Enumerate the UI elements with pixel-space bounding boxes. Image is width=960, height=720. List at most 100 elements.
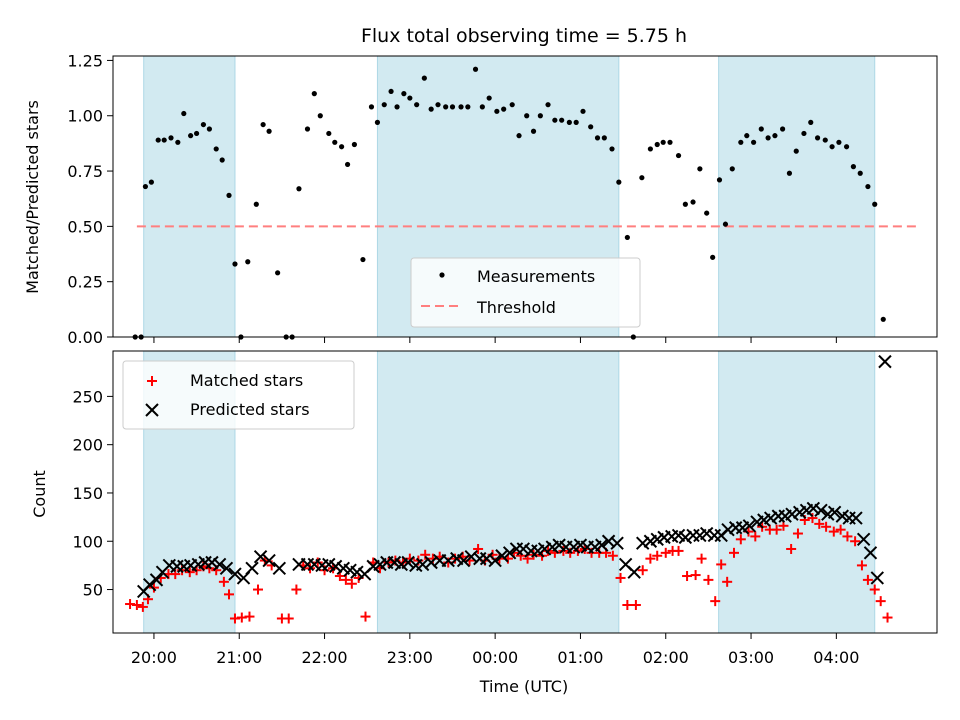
top-y-tick-label: 1.00 bbox=[67, 107, 103, 126]
measurement-point bbox=[872, 201, 878, 207]
measurement-point bbox=[744, 133, 750, 139]
measurement-point bbox=[253, 201, 259, 207]
top-y-tick-label: 0.25 bbox=[67, 273, 103, 292]
measurement-point bbox=[494, 108, 500, 114]
predicted-star-point bbox=[262, 553, 276, 568]
matched-star-point bbox=[291, 584, 302, 595]
bottom-panel: 50 100 150 200 250 20:00 21:00 22:00 23:00 00:00… bbox=[30, 350, 938, 696]
measurement-point bbox=[501, 106, 507, 112]
legend-matched-label: Matched stars bbox=[190, 371, 303, 390]
matched-star-point bbox=[862, 574, 873, 585]
top-legend: Measurements Threshold bbox=[410, 257, 641, 328]
measurement-point bbox=[509, 102, 515, 108]
matched-star-point bbox=[835, 524, 846, 535]
predicted-star-point bbox=[253, 549, 268, 564]
x-tick-label: 21:00 bbox=[216, 648, 262, 667]
matched-star-point bbox=[690, 570, 701, 581]
predicted-star-point bbox=[699, 526, 714, 541]
bottom-legend: Matched stars Predicted stars bbox=[122, 360, 355, 430]
measurement-point bbox=[552, 117, 558, 123]
measurement-point bbox=[545, 102, 551, 108]
measurement-point bbox=[722, 221, 729, 227]
measurement-points bbox=[132, 66, 886, 340]
predicted-star-point bbox=[678, 530, 693, 545]
measurement-point bbox=[843, 144, 850, 150]
matched-star-point bbox=[645, 553, 656, 564]
matched-star-point bbox=[360, 611, 371, 622]
chart-title: Flux total observing time = 5.75 h bbox=[361, 25, 687, 47]
measurement-point bbox=[304, 126, 311, 132]
measurement-point bbox=[213, 146, 219, 152]
measurement-point bbox=[537, 113, 543, 119]
matched-star-point bbox=[703, 574, 714, 585]
matched-star-point bbox=[637, 565, 648, 576]
predicted-star-point bbox=[636, 536, 650, 550]
predicted-star-point bbox=[686, 528, 700, 543]
predicted-star-point bbox=[627, 565, 641, 579]
measurement-point bbox=[639, 175, 645, 181]
measurement-point bbox=[332, 139, 338, 145]
predicted-star-point bbox=[350, 565, 364, 579]
top-y-tick-label: 1.25 bbox=[67, 51, 103, 70]
measurement-point bbox=[524, 113, 530, 119]
measurement-point bbox=[428, 106, 434, 112]
measurement-point bbox=[226, 192, 232, 198]
shaded-band-3 bbox=[718, 350, 876, 634]
predicted-star-point bbox=[272, 561, 287, 576]
predicted-star-point bbox=[516, 542, 531, 556]
measurement-point bbox=[793, 148, 799, 154]
measurement-point bbox=[682, 201, 688, 207]
predicted-star-point bbox=[149, 573, 164, 587]
measurement-point bbox=[697, 166, 703, 172]
measurement-point bbox=[566, 119, 572, 125]
measurement-point bbox=[421, 75, 427, 81]
measurement-point bbox=[559, 117, 565, 123]
legend-predicted-label: Predicted stars bbox=[190, 400, 310, 419]
measurement-point bbox=[394, 104, 400, 110]
shaded-band-1 bbox=[143, 55, 236, 338]
matched-star-point bbox=[340, 574, 351, 585]
predicted-star-point bbox=[142, 578, 157, 592]
matched-star-point bbox=[875, 596, 886, 607]
predicted-star-point bbox=[212, 557, 227, 572]
top-legend-box bbox=[410, 257, 641, 328]
matched-star-point bbox=[131, 599, 142, 610]
measurement-point bbox=[465, 104, 471, 110]
measurement-point bbox=[155, 137, 161, 143]
measurement-point bbox=[260, 121, 266, 128]
legend-matched-marker bbox=[147, 376, 157, 386]
top-x-ticks bbox=[153, 337, 837, 343]
measurement-point bbox=[479, 104, 485, 110]
bottom-y-tick-label: 50 bbox=[83, 581, 103, 600]
measurement-point bbox=[801, 130, 807, 137]
matched-star-point bbox=[137, 601, 148, 612]
measurement-point bbox=[647, 146, 653, 152]
measurement-point bbox=[704, 210, 710, 216]
measurement-point bbox=[232, 261, 238, 267]
matched-star-point bbox=[856, 560, 867, 571]
top-panel: 0.00 0.25 0.50 0.75 1.00 1.25 Matched/Predict… bbox=[23, 51, 938, 347]
bottom-legend-box bbox=[122, 360, 355, 430]
predicted-star-point bbox=[863, 546, 878, 560]
measurement-point bbox=[148, 179, 154, 185]
measurement-point bbox=[175, 139, 181, 145]
bottom-shaded-bands bbox=[143, 350, 876, 634]
measurement-point bbox=[339, 144, 345, 150]
matched-star-point bbox=[850, 536, 861, 547]
measurement-point bbox=[880, 316, 886, 322]
measurement-point bbox=[296, 186, 302, 192]
measurement-point bbox=[710, 254, 716, 260]
bottom-x-ticks: 20:00 21:00 22:00 23:00 00:00 01:00 02:00 03:00… bbox=[131, 633, 859, 667]
measurement-point bbox=[435, 102, 441, 108]
measurement-point bbox=[472, 66, 479, 72]
measurement-point bbox=[660, 139, 666, 145]
bottom-y-tick-label: 250 bbox=[72, 387, 103, 406]
matched-star-point bbox=[383, 557, 394, 568]
measurement-point bbox=[388, 88, 394, 95]
matched-star-point bbox=[346, 578, 357, 589]
measurement-point bbox=[786, 170, 793, 176]
predicted-star-point bbox=[785, 507, 799, 521]
measurement-point bbox=[449, 104, 456, 110]
measurement-point bbox=[266, 128, 272, 134]
bottom-y-tick-label: 150 bbox=[72, 484, 103, 503]
